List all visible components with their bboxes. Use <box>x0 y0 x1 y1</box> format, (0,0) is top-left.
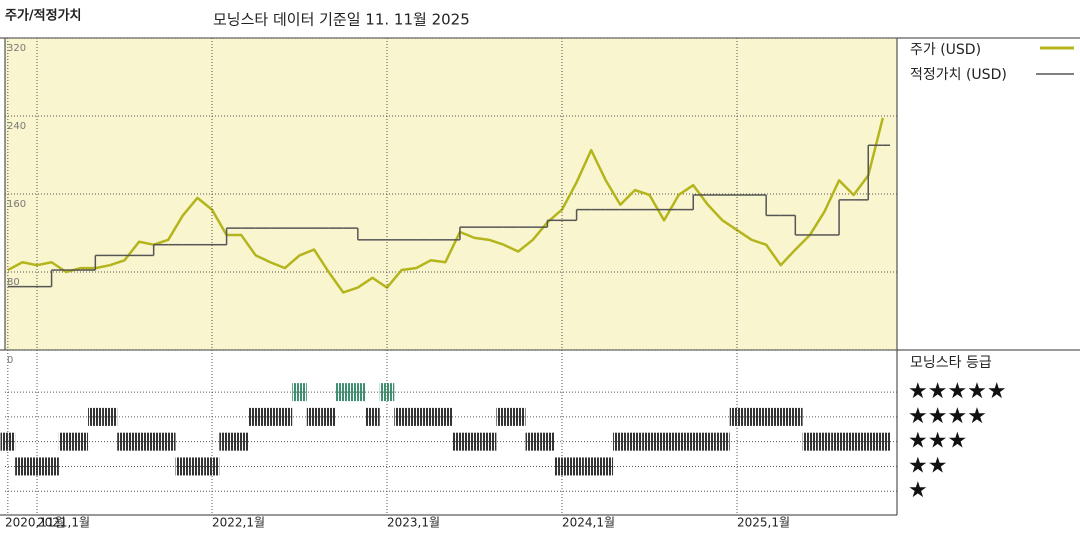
rating-bar <box>73 432 89 451</box>
rating-label: ★★★ <box>908 429 967 454</box>
rating-bar <box>306 407 322 426</box>
rating-bar <box>788 407 803 426</box>
y-tick-label: 160 <box>7 199 26 210</box>
rating-bar <box>438 407 453 426</box>
rating-bar <box>860 432 876 451</box>
rating-bar <box>102 407 118 426</box>
rating-bar <box>160 432 176 451</box>
rating-bar <box>0 432 16 451</box>
rating-bar <box>408 407 424 426</box>
rating-bar <box>335 383 351 402</box>
rating-bar <box>277 407 293 426</box>
rating-bar <box>744 407 759 426</box>
rating-bar <box>44 457 59 476</box>
rating-bar <box>365 407 380 426</box>
chart-subtitle: 모닝스타 데이터 기준일 11. 11월 2025 <box>213 11 470 29</box>
rating-title: 모닝스타 등급 <box>910 355 992 371</box>
rating-bar <box>846 432 861 451</box>
rating-bar <box>758 407 774 426</box>
rating-label: ★★ <box>908 453 947 478</box>
x-tick-label: 2023,1월 <box>387 516 440 530</box>
rating-bar <box>817 432 832 451</box>
rating-bar <box>481 432 497 451</box>
rating-bar <box>627 432 643 451</box>
rating-bar <box>117 432 132 451</box>
rating-label: ★★★★★ <box>908 379 1007 404</box>
rating-bar <box>146 432 161 451</box>
legend-label: 주가 (USD) <box>910 42 981 58</box>
chart-title: 주가/적정가치 <box>5 8 82 24</box>
rating-bar <box>802 432 818 451</box>
rating-bar <box>292 383 307 402</box>
y-tick-label: 320 <box>7 43 26 54</box>
rating-bar <box>350 383 366 402</box>
rating-bar <box>540 432 555 451</box>
rating-bar <box>467 432 482 451</box>
rating-bar <box>715 432 730 451</box>
rating-bar <box>642 432 657 451</box>
rating-bar <box>773 407 789 426</box>
rating-bar <box>131 432 147 451</box>
rating-bar <box>204 457 220 476</box>
rating-bar <box>671 432 686 451</box>
y-tick-label: 240 <box>7 121 26 132</box>
rating-bar <box>598 457 614 476</box>
rating-bar <box>452 432 468 451</box>
rating-bar <box>394 407 409 426</box>
rating-bar <box>525 432 541 451</box>
rating-bar <box>423 407 439 426</box>
rating-bar <box>175 457 191 476</box>
rating-bar <box>321 407 336 426</box>
rating-bar <box>233 432 249 451</box>
y-tick-label: 0 <box>7 355 13 366</box>
rating-bar <box>700 432 716 451</box>
rating-bar <box>510 407 526 426</box>
plot-background <box>5 38 897 350</box>
x-tick-label: 2020,11월 <box>5 516 66 530</box>
rating-bar <box>190 457 205 476</box>
rating-bar <box>263 407 278 426</box>
rating-bar <box>15 457 30 476</box>
rating-bar <box>554 457 570 476</box>
rating-bar <box>583 457 599 476</box>
y-tick-label: 80 <box>7 277 20 288</box>
legend-label: 적정가치 (USD) <box>910 67 1007 83</box>
rating-bar <box>248 407 264 426</box>
rating-bar <box>656 432 672 451</box>
rating-bar <box>219 432 234 451</box>
rating-bar <box>58 432 74 451</box>
rating-bar <box>496 407 511 426</box>
x-tick-label: 2021,1월 <box>37 516 90 530</box>
rating-bar <box>875 432 891 451</box>
rating-label: ★★★★ <box>908 404 987 429</box>
x-tick-label: 2025,1월 <box>737 516 790 530</box>
rating-bar <box>685 432 701 451</box>
rating-bar <box>613 432 628 451</box>
rating-bar <box>88 407 103 426</box>
rating-bar <box>29 457 45 476</box>
rating-bar <box>569 457 584 476</box>
rating-label: ★ <box>908 478 928 503</box>
x-tick-label: 2024,1월 <box>562 516 615 530</box>
x-tick-label: 2022,1월 <box>212 516 265 530</box>
rating-bar <box>831 432 847 451</box>
